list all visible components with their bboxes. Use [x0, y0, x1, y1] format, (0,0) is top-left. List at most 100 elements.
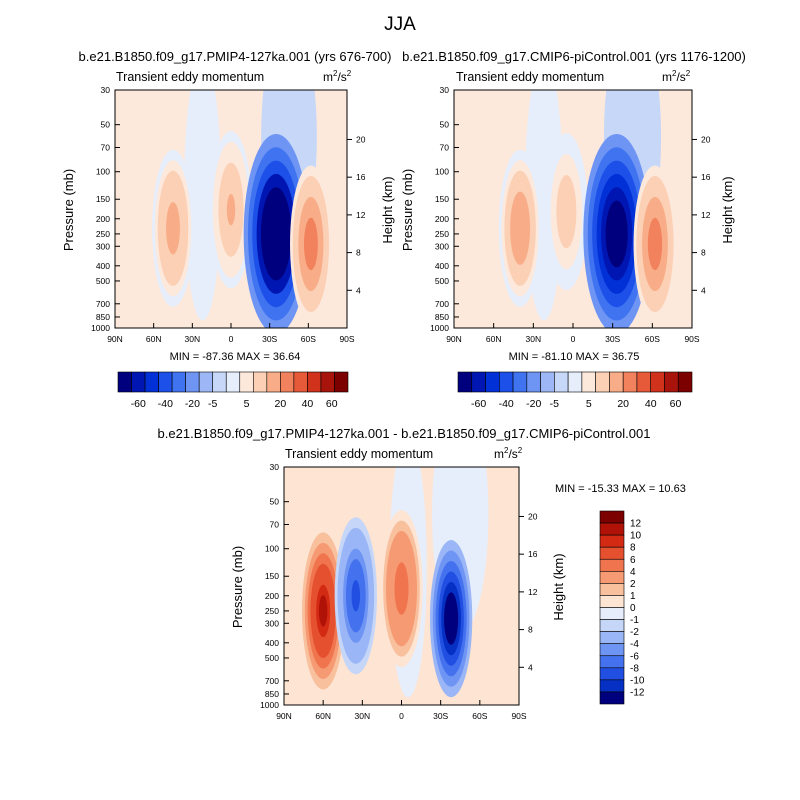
contour-level-35: [351, 580, 361, 612]
field-label: Transient eddy momentum: [456, 70, 604, 84]
colorbar-label: -12: [630, 687, 645, 698]
colorbar-label: -4: [630, 639, 639, 650]
colorbar-label: -6: [630, 651, 639, 662]
y2-axis-label: Height (km): [720, 176, 735, 243]
colorbar-swatch: [117, 371, 132, 393]
colorbar-swatch: [131, 371, 146, 393]
x-tick-label: 0: [571, 334, 576, 344]
y-tick-label: 1000: [91, 323, 110, 333]
min-max-stats: MIN = -87.36 MAX = 36.64: [170, 351, 301, 363]
y2-tick-label: 12: [528, 587, 538, 597]
contour-field: [284, 467, 519, 705]
y-tick-label: 400: [96, 261, 110, 271]
x-tick-label: 30N: [185, 334, 201, 344]
colorbar-swatch: [471, 371, 486, 393]
colorbar-label: 1: [630, 591, 636, 602]
contour-level-40: [515, 212, 525, 244]
colorbar-swatch: [239, 371, 254, 393]
y2-tick-label: 4: [528, 662, 533, 672]
colorbar-label: 40: [302, 398, 314, 410]
contour-level-5: [562, 195, 571, 228]
colorbar-label: -10: [630, 675, 645, 686]
colorbar-label: 60: [326, 398, 338, 410]
colorbar-swatch: [599, 655, 625, 669]
colorbar-label: -5: [550, 398, 559, 410]
colorbar-swatch: [599, 607, 625, 620]
contour-level--62: [650, 228, 660, 260]
case-title: b.e21.B1850.f09_g17.CMIP6-piControl.001 …: [402, 49, 746, 64]
y-tick-label: 500: [265, 653, 279, 663]
colorbar-swatch: [485, 371, 500, 393]
y-tick-label: 850: [265, 689, 279, 699]
x-tick-label: 30S: [262, 334, 277, 344]
x-tick-label: 60N: [146, 334, 162, 344]
colorbar-swatch: [599, 595, 625, 608]
contour-field: [115, 90, 347, 328]
colorbar-swatch: [622, 371, 638, 393]
case-title: b.e21.B1850.f09_g17.PMIP4-127ka.001 - b.…: [158, 426, 651, 441]
y-tick-label: 200: [435, 214, 449, 224]
contour-level--38: [446, 602, 456, 635]
y-tick-label: 100: [96, 167, 110, 177]
contour-level--35: [269, 213, 283, 254]
colorbar-swatch: [498, 371, 514, 393]
units-label: m2/s2: [494, 446, 523, 461]
x-tick-label: 60S: [301, 334, 316, 344]
panel-top-left: b.e21.B1850.f09_g17.PMIP4-127ka.001 (yrs…: [61, 49, 395, 363]
colorbar-swatch: [599, 558, 625, 572]
colorbar-swatch: [567, 371, 583, 393]
colorbar-swatch: [280, 371, 295, 393]
contour-level-60: [318, 595, 328, 627]
y-tick-label: 700: [96, 299, 110, 309]
y2-tick-label: 4: [701, 285, 706, 295]
colorbar-swatch: [252, 371, 268, 393]
colorbar-label: 20: [275, 398, 287, 410]
colorbar-label: -40: [499, 398, 514, 410]
colorbar-label: 60: [670, 398, 682, 410]
y-tick-label: 1000: [430, 323, 449, 333]
colorbar-swatch: [158, 371, 173, 393]
colorbar-label: 12: [630, 519, 642, 530]
colorbar-swatch: [266, 371, 281, 393]
x-tick-label: 90N: [276, 711, 292, 721]
contour-level-0: [397, 572, 406, 605]
colorbar-label: 5: [586, 398, 592, 410]
field-label: Transient eddy momentum: [285, 447, 433, 461]
y-tick-label: 50: [440, 120, 450, 130]
y-tick-label: 300: [435, 241, 449, 251]
y2-tick-label: 16: [701, 172, 711, 182]
figure-title: JJA: [384, 14, 416, 35]
x-tick-label: 0: [399, 711, 404, 721]
y-axis-label: Pressure (mb): [400, 169, 415, 251]
y-tick-label: 400: [435, 261, 449, 271]
y-tick-label: 150: [96, 194, 110, 204]
y2-tick-label: 8: [528, 625, 533, 635]
colorbar-swatch: [636, 371, 652, 393]
colorbar-label: 6: [630, 555, 636, 566]
contour-level--33: [609, 213, 624, 254]
colorbar-swatch: [599, 534, 625, 548]
colorbar-label: 5: [244, 398, 250, 410]
colorbar-label: -20: [185, 398, 200, 410]
panel-top-right: b.e21.B1850.f09_g17.CMIP6-piControl.001 …: [400, 49, 746, 363]
colorbar-swatch: [512, 371, 528, 393]
y-tick-label: 200: [265, 591, 279, 601]
y2-tick-label: 4: [356, 285, 361, 295]
min-max-stats: MIN = -15.33 MAX = 10.63: [555, 483, 686, 495]
contour-band: [184, 90, 222, 321]
y-tick-label: 50: [101, 120, 111, 130]
colorbar-swatch: [599, 583, 625, 596]
colorbar-swatch: [677, 371, 693, 393]
y-tick-label: 30: [101, 85, 111, 95]
colorbar-swatch: [599, 643, 625, 657]
y2-tick-label: 8: [356, 248, 361, 258]
y-axis-label: Pressure (mb): [230, 546, 245, 628]
colorbar-swatch: [526, 371, 541, 393]
y-tick-label: 250: [265, 606, 279, 616]
colorbar-label: -40: [158, 398, 173, 410]
x-tick-label: 90S: [511, 711, 526, 721]
colorbar-swatch: [599, 522, 625, 536]
y2-axis-label: Height (km): [380, 176, 395, 243]
colorbar-swatch: [599, 510, 625, 524]
